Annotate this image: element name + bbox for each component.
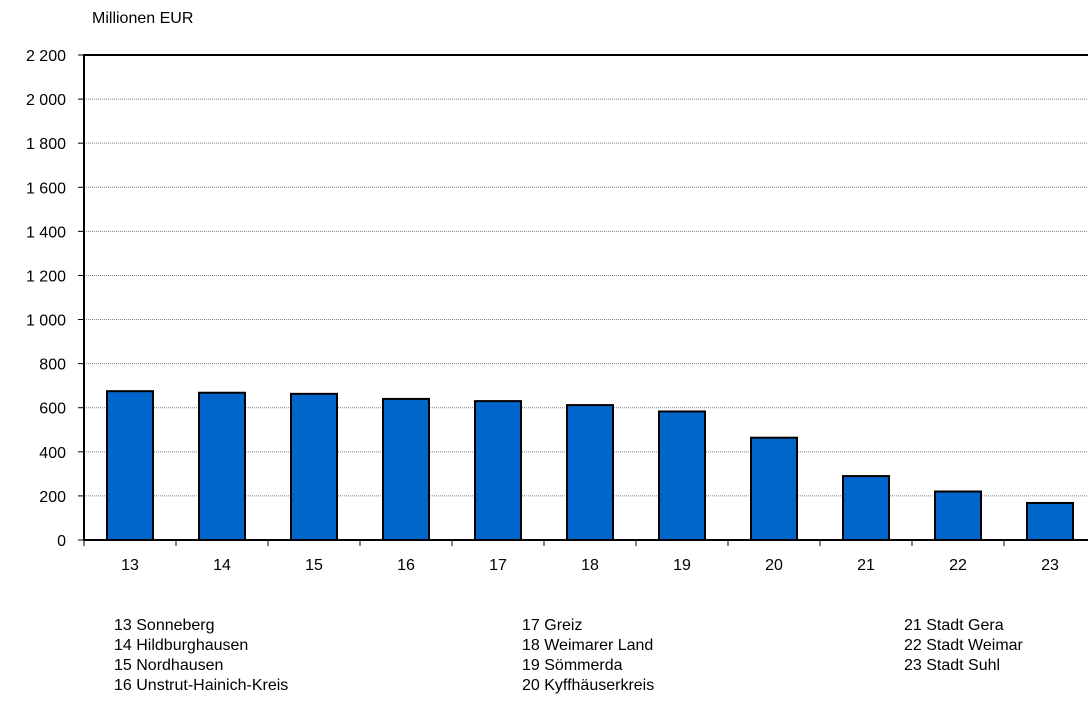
y-tick-label: 600 [39,401,66,418]
bar-chart: 0 200 400 600 800 1 000 1 200 1 400 1 600 1 800 2 … [26,48,1088,574]
bar [106,390,154,541]
x-tick-label: 14 [213,557,231,574]
y-tick-label: 1 400 [26,224,66,241]
y-tick-label: 200 [39,489,66,506]
legend-entry: 19 Sömmerda [522,657,623,674]
x-tick-label: 23 [1041,557,1059,574]
legend-entry: 15 Nordhausen [114,657,224,674]
y-tick-label: 1 200 [26,268,66,285]
legend-entry: 20 Kyffhäuserkreis [522,677,655,694]
bar [658,410,706,541]
plot-frame [83,54,1088,541]
y-tick-label: 2 000 [26,92,66,109]
legend-column-2: 17 Greiz 18 Weimarer Land 19 Sömmerda 20… [522,616,654,696]
legend-entry: 13 Sonneberg [114,617,215,634]
legend-column-3: 21 Stadt Gera 22 Stadt Weimar 23 Stadt S… [904,616,1023,676]
y-tick-label: 1 600 [26,180,66,197]
legend-column-1: 13 Sonneberg 14 Hildburghausen 15 Nordha… [114,616,288,696]
legend-entry: 21 Stadt Gera [904,617,1004,634]
y-tick-label: 800 [39,357,66,374]
y-axis-label: Millionen EUR [92,10,194,27]
x-tick-label: 17 [489,557,507,574]
bar [474,400,522,542]
legend-entry: 17 Greiz [522,617,583,634]
legend-entry: 22 Stadt Weimar [904,637,1023,654]
legend-entry: 18 Weimarer Land [522,637,654,654]
bar [382,397,430,541]
legend-entry: 23 Stadt Suhl [904,657,1001,674]
bar [566,404,614,541]
x-tick-label: 19 [673,557,691,574]
legend-entry: 16 Unstrut-Hainich-Kreis [114,677,289,694]
x-tick-label: 21 [857,557,875,574]
y-tick-label: 2 200 [26,48,66,65]
x-tick-label: 18 [581,557,599,574]
x-tick-label: 13 [121,557,139,574]
bar [934,490,982,541]
bar [1026,501,1074,541]
bar [750,436,798,541]
x-tick-label: 20 [765,557,783,574]
y-tick-label: 400 [39,445,66,462]
x-tick-label: 16 [397,557,415,574]
bar [198,391,246,541]
y-tick-label: 1 000 [26,313,66,330]
bar [290,392,338,541]
bar [842,475,890,541]
legend-entry: 14 Hildburghausen [114,637,249,654]
x-tick-label: 22 [949,557,967,574]
x-tick-label: 15 [305,557,323,574]
y-tick-label: 0 [57,533,66,550]
y-tick-label: 1 800 [26,136,66,153]
